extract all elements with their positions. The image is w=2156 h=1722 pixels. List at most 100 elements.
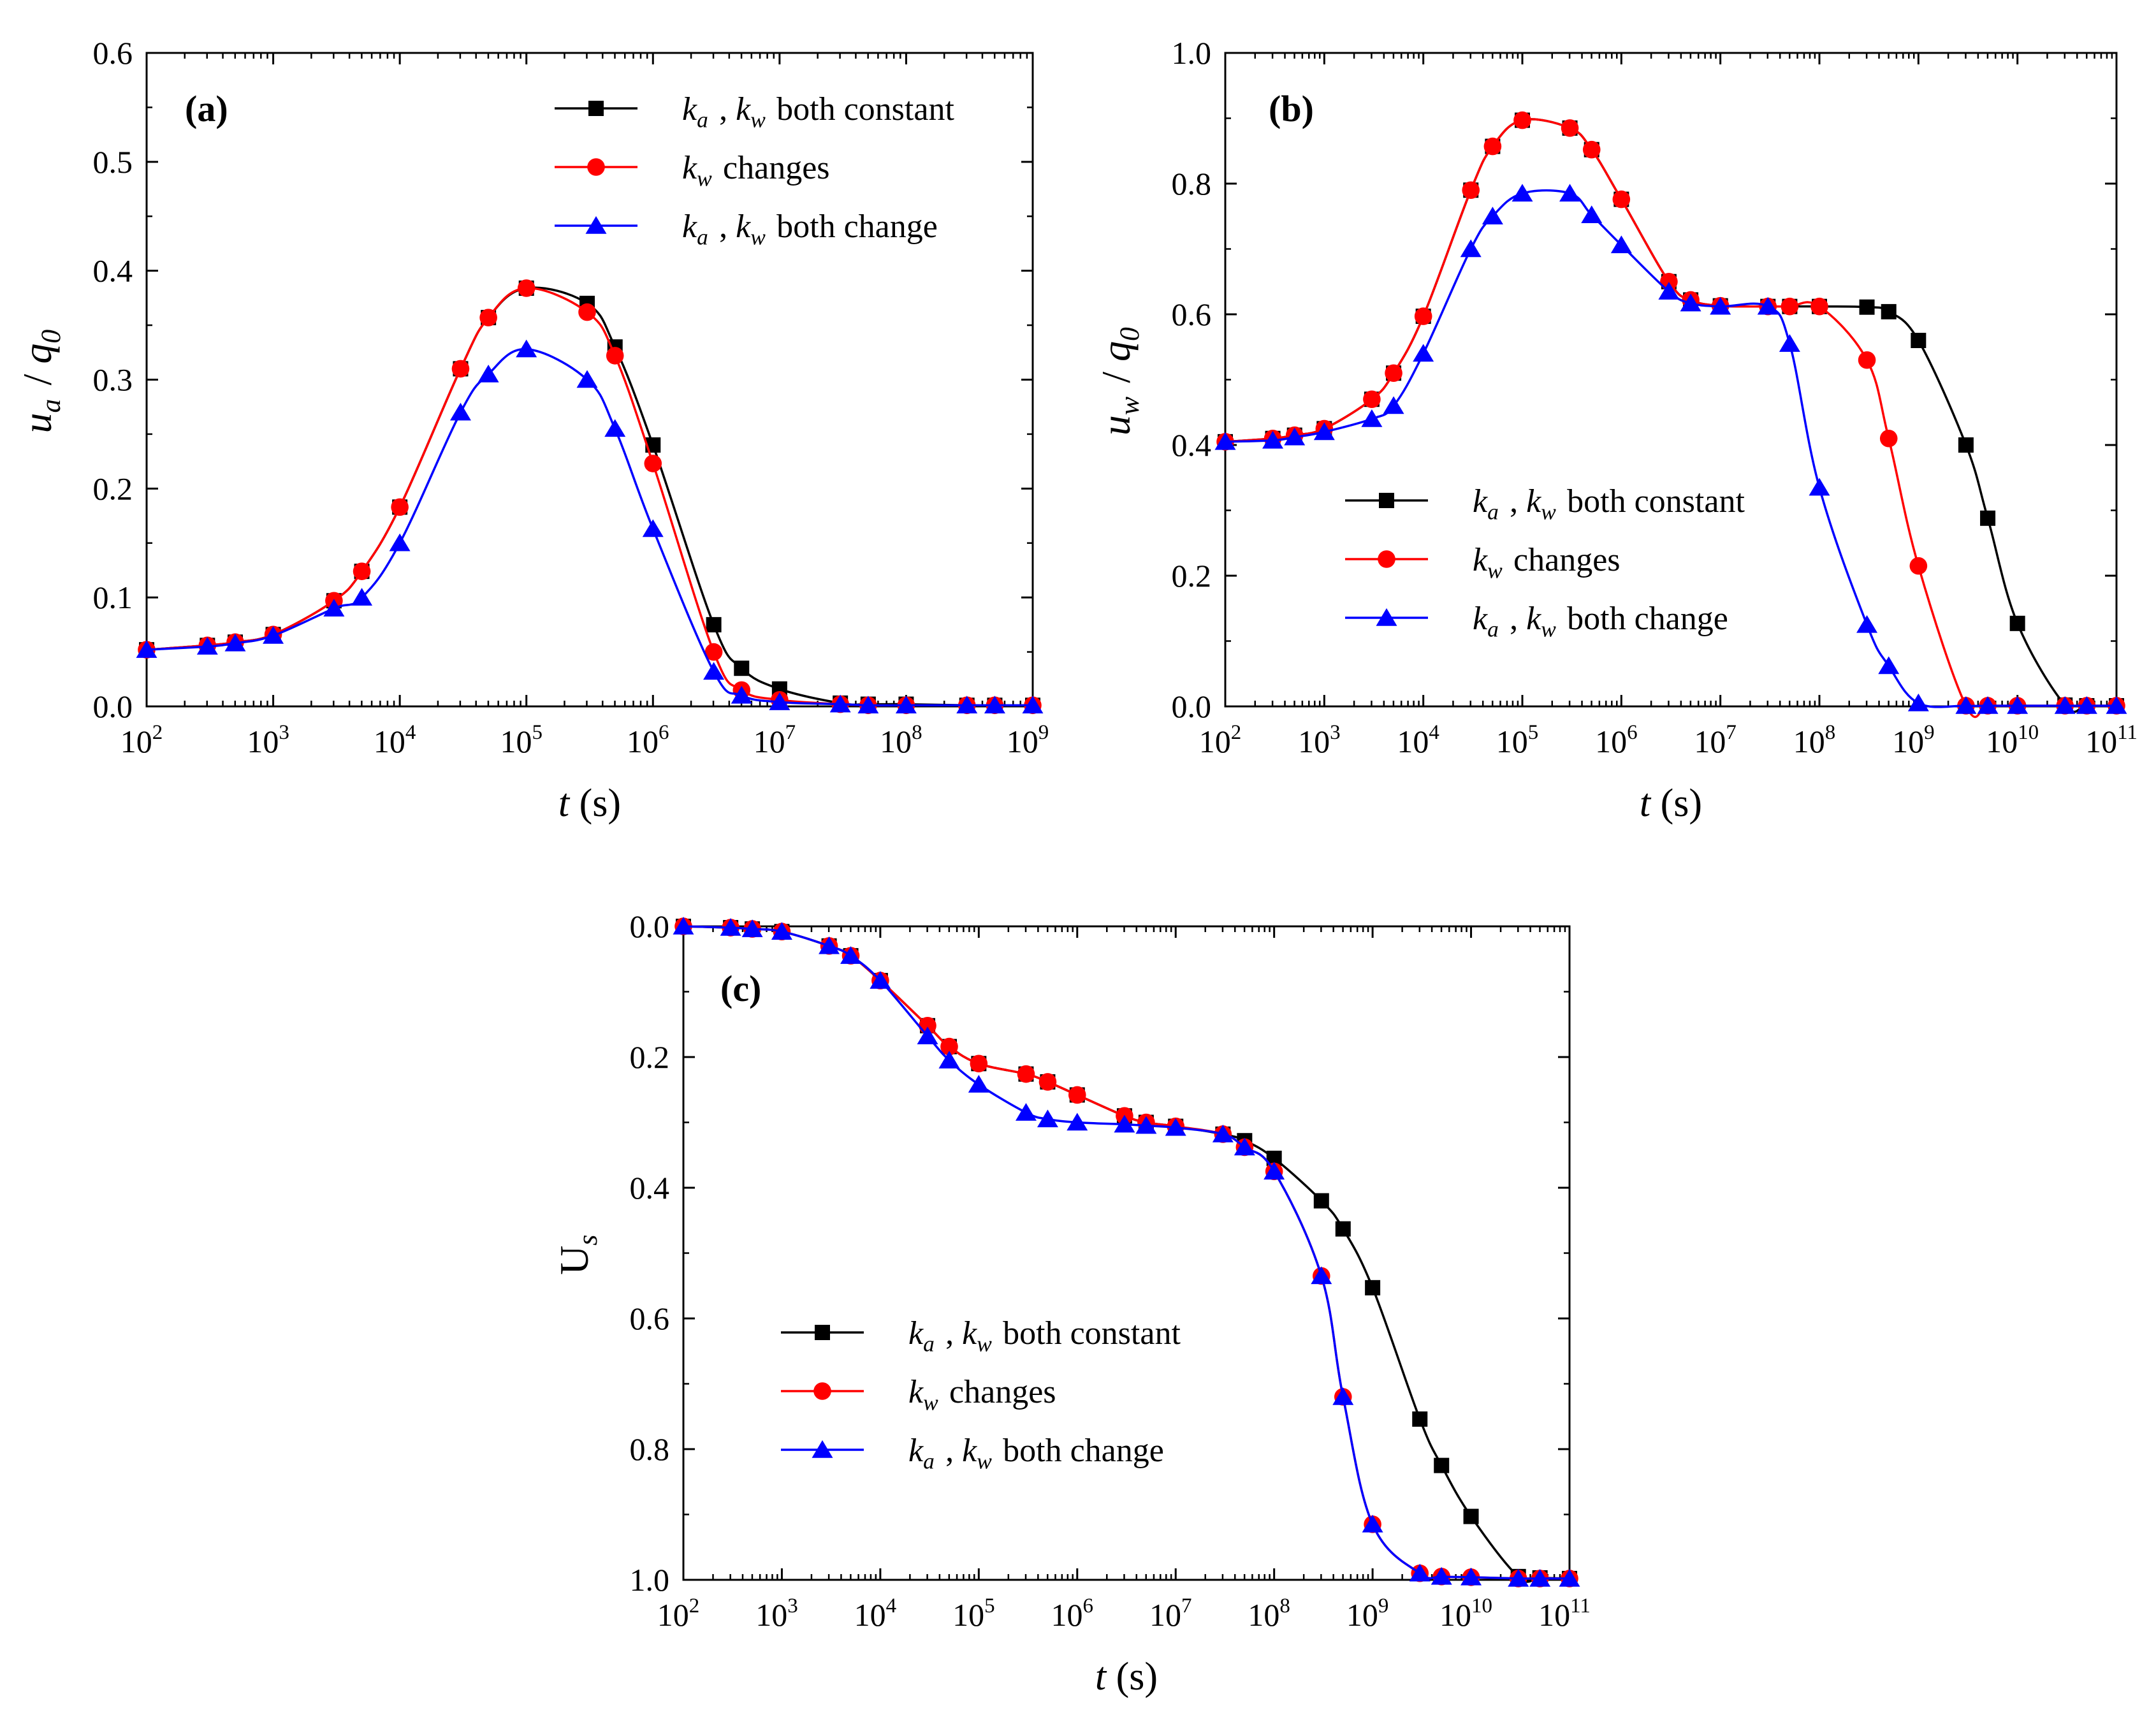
text-part: changes <box>941 1374 1056 1410</box>
x-tick-label: 1011 <box>2085 721 2138 759</box>
data-point <box>1385 364 1402 383</box>
data-point <box>1038 1073 1057 1091</box>
data-point <box>1431 1566 1452 1585</box>
text-subscript: w <box>977 1331 992 1356</box>
x-tick-label: 1011 <box>1538 1594 1591 1633</box>
data-point <box>1561 119 1579 137</box>
text-part: u <box>1093 415 1139 435</box>
y-tick-label: 1.0 <box>1172 35 1212 71</box>
x-tick-base: 10 <box>1298 724 1330 759</box>
x-tick-exponent: 7 <box>1181 1594 1192 1617</box>
data-point <box>1513 111 1531 129</box>
data-point <box>1212 1124 1234 1142</box>
data-point <box>1482 207 1503 224</box>
data-point <box>706 617 722 632</box>
data-point <box>1361 409 1383 427</box>
x-tick-exponent: 3 <box>787 1594 798 1617</box>
data-point <box>1879 429 1898 448</box>
x-axis-var: t <box>558 782 579 825</box>
data-point <box>1460 1567 1482 1586</box>
legend-label: ka , kw both change <box>1473 601 1728 641</box>
data-point <box>1810 297 1828 316</box>
data-point <box>451 360 470 378</box>
data-point <box>449 402 471 421</box>
y-tick-label: 0.0 <box>1172 689 1212 724</box>
x-tick-base: 10 <box>1595 724 1627 759</box>
legend-label: ka , kw both constant <box>1473 483 1745 524</box>
data-point <box>1911 333 1927 348</box>
text-part: changes <box>1505 542 1620 578</box>
x-tick-exponent: 4 <box>1429 721 1439 744</box>
text-part: both change <box>1559 601 1728 637</box>
data-point <box>351 588 373 606</box>
data-point <box>1135 1116 1157 1134</box>
text-part: both constant <box>768 91 954 128</box>
y-axis-label-group: ua / q0 <box>15 330 66 434</box>
y-axis-label-group: uw / q0 <box>1093 324 1145 435</box>
data-point <box>1264 1162 1285 1180</box>
chart-panel-b: 102 103 104 105 106 107 108 109 1010 10110.00.20.… <box>1093 35 2138 825</box>
x-tick-exponent: 8 <box>1279 1594 1290 1617</box>
x-axis-unit: (s) <box>579 782 621 825</box>
series-b-2 <box>1214 184 2127 714</box>
data-point <box>1022 696 1044 714</box>
text-subscript: w <box>750 224 766 249</box>
data-point <box>1909 557 1928 575</box>
data-point <box>1977 696 1999 714</box>
x-tick-base: 10 <box>2085 724 2117 759</box>
text-part: / <box>15 364 60 396</box>
x-tick-exponent: 5 <box>532 721 543 744</box>
series-line <box>683 925 1570 1580</box>
data-point <box>1660 272 1678 291</box>
x-tick-base: 10 <box>1051 1597 1083 1633</box>
x-tick-label: 108 <box>1793 721 1836 759</box>
x-tick-base: 10 <box>627 724 659 759</box>
text-part: k <box>736 208 751 245</box>
legend-label: ka , kw both change <box>682 208 938 249</box>
data-point <box>870 971 891 989</box>
data-point <box>731 685 752 704</box>
data-point <box>606 347 624 365</box>
plot-frame <box>682 925 1571 1581</box>
text-subscript: a <box>923 1448 935 1473</box>
series-c-2 <box>673 917 1580 1587</box>
y-tick-label: 0.8 <box>630 1431 670 1467</box>
data-point <box>1757 296 1779 315</box>
data-point <box>1559 1568 1580 1587</box>
data-point <box>323 599 345 617</box>
x-tick-exponent: 4 <box>886 1594 897 1617</box>
text-part: k <box>1473 601 1488 637</box>
x-axis-unit: (s) <box>1661 782 1702 825</box>
series-line <box>683 925 1570 1583</box>
x-tick-exponent: 7 <box>1726 721 1737 744</box>
y-axis-label: uw / q0 <box>1093 324 1145 435</box>
x-tick-label: 104 <box>1397 721 1439 759</box>
text-part: U <box>551 1246 597 1275</box>
x-tick-label: 103 <box>755 1594 798 1633</box>
text-part: k <box>1526 601 1541 637</box>
data-point <box>1409 1563 1431 1582</box>
x-tick-exponent: 6 <box>1083 1594 1094 1617</box>
data-point <box>1284 427 1306 446</box>
text-part: k <box>736 91 751 128</box>
y-tick-label: 0.2 <box>630 1039 670 1075</box>
text-subscript: a <box>697 224 708 249</box>
text-subscript: a <box>36 399 66 413</box>
y-tick-label: 0.3 <box>93 362 133 398</box>
x-tick-label: 106 <box>1051 1594 1094 1633</box>
x-tick-label: 107 <box>1694 721 1737 759</box>
x-tick-exponent: 8 <box>912 721 922 744</box>
y-tick-label: 0.0 <box>93 689 133 724</box>
data-point <box>578 303 596 321</box>
data-point <box>642 519 664 537</box>
text-subscript: w <box>697 165 712 191</box>
x-tick-exponent: 5 <box>984 1594 995 1617</box>
data-point <box>741 919 763 937</box>
x-tick-base: 10 <box>880 724 912 759</box>
x-tick-base: 10 <box>1199 724 1231 759</box>
data-point <box>1658 282 1680 300</box>
data-point <box>1462 181 1480 200</box>
x-tick-exponent: 8 <box>1825 721 1836 744</box>
